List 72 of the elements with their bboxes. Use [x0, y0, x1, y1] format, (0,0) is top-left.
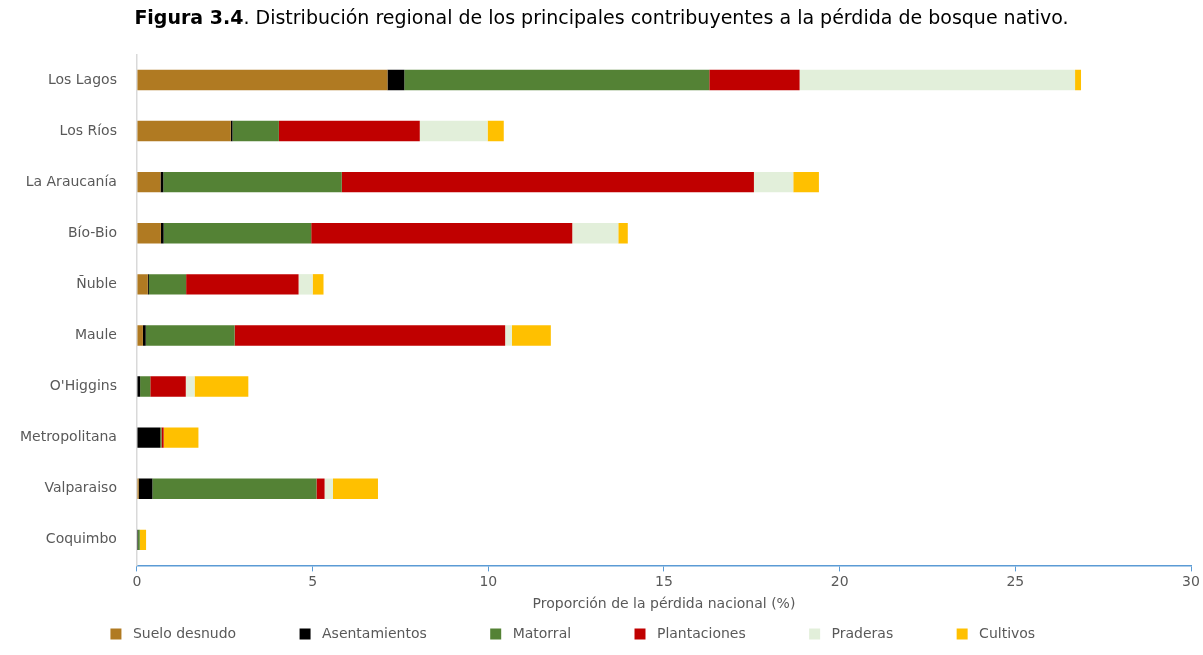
bar — [753, 171, 794, 193]
bar — [1075, 69, 1082, 91]
bar — [150, 376, 186, 397]
legend-label: Praderas — [827, 624, 947, 641]
bar — [387, 69, 405, 91]
bar — [232, 120, 279, 142]
x-tick-label: 0 — [132, 573, 142, 590]
legend-label: Matorral — [508, 624, 625, 641]
bar — [234, 325, 506, 346]
bar — [316, 478, 325, 499]
bar — [163, 223, 312, 244]
y-tick-label: Ñuble — [76, 274, 117, 291]
y-tick-label: Coquimbo — [45, 530, 117, 547]
y-tick-label: Los Ríos — [59, 121, 117, 138]
bar — [298, 274, 313, 295]
bar — [137, 427, 161, 448]
bar — [186, 274, 299, 295]
bar — [137, 120, 231, 142]
bar — [163, 427, 199, 448]
x-axis-title: Proporción de la pérdida nacional (%) — [532, 595, 796, 612]
bar — [140, 376, 151, 397]
y-tick-label: Metropolitana — [19, 428, 117, 445]
x-tick-label: 5 — [308, 573, 318, 590]
bar — [160, 223, 164, 244]
x-tick-label: 30 — [1182, 573, 1200, 590]
y-tick-label: Maule — [74, 326, 117, 343]
bar — [137, 171, 161, 193]
legend-label: Cultivos — [974, 624, 1089, 641]
bar — [137, 274, 148, 295]
bar — [152, 478, 317, 499]
bar — [145, 325, 235, 346]
bar — [793, 171, 819, 193]
bar — [487, 120, 504, 142]
legend-label: Asentamientos — [317, 624, 481, 641]
bar — [148, 274, 187, 295]
bar — [137, 325, 143, 346]
y-tick-label: O'Higgins — [49, 377, 117, 394]
bar — [163, 171, 342, 193]
chart-title: Figura 3.4. Distribución regional de los principales contribuyentes a la pérdida de bosque nativo. — [134, 6, 1069, 28]
bar — [312, 274, 324, 295]
y-tick-label: Los Lagos — [47, 70, 117, 87]
bar — [511, 325, 551, 346]
bar — [572, 223, 619, 244]
legend-label: Plantaciones — [652, 624, 800, 641]
y-tick-label: La Araucanía — [25, 172, 117, 189]
x-tick-label: 10 — [479, 573, 498, 590]
bar — [278, 120, 420, 142]
bar — [505, 325, 512, 346]
bar — [137, 223, 161, 244]
bar — [333, 478, 378, 499]
bar — [419, 120, 488, 142]
bar — [194, 376, 249, 397]
bar — [139, 529, 147, 551]
bar — [324, 478, 333, 499]
bar — [404, 69, 710, 91]
legend-label: Suelo desnudo — [128, 624, 290, 641]
bar — [137, 69, 388, 91]
bar — [311, 223, 573, 244]
bar — [618, 223, 628, 244]
bar — [137, 376, 141, 397]
x-tick-label: 20 — [830, 573, 849, 590]
bar — [185, 376, 195, 397]
bar — [799, 69, 1076, 91]
y-tick-label: Bío-Bio — [68, 223, 117, 240]
x-tick-label: 25 — [1006, 573, 1025, 590]
bar — [341, 171, 754, 193]
bar — [709, 69, 800, 91]
bar — [142, 325, 146, 346]
bar — [160, 171, 164, 193]
bar — [138, 478, 153, 499]
y-tick-label: Valparaiso — [44, 479, 117, 496]
x-tick-label: 15 — [655, 573, 673, 590]
